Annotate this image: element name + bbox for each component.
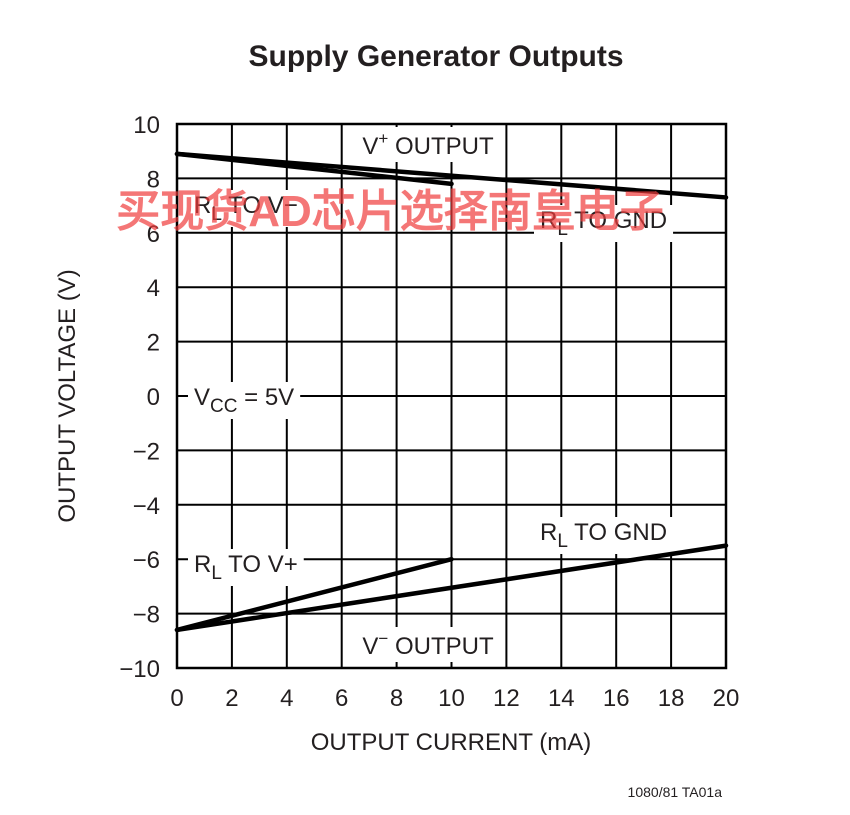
annotation-sup: − [378, 629, 388, 648]
y-tick-label: −8 [133, 602, 160, 629]
annotation-background [356, 127, 500, 162]
annotation: RL TO GND [534, 517, 674, 554]
y-tick-label: 8 [147, 166, 160, 193]
annotation: RL TO V− [188, 190, 304, 227]
x-axis-label: OUTPUT CURRENT (mA) [311, 729, 591, 756]
annotation-rest: = 5V [237, 384, 294, 411]
annotation-sup: + [378, 129, 388, 148]
y-tick-label: 4 [147, 275, 160, 302]
annotation-rest: TO GND [568, 207, 667, 234]
annotation-sub: L [557, 219, 568, 240]
annotation-background [188, 382, 301, 419]
annotation-rest: OUTPUT [388, 133, 494, 160]
annotation-background [188, 190, 304, 227]
series-line [174, 543, 729, 633]
annotation-base: V [362, 133, 378, 160]
annotation-rest: TO V− [222, 192, 298, 219]
watermark: 买现货AD芯片选择南皇电子 [116, 187, 664, 236]
footnote: 1080/81 TA01a [628, 784, 723, 800]
annotation: RL TO GND [534, 205, 674, 242]
y-tick-label: 0 [147, 384, 160, 411]
annotation-rest: TO V+ [222, 551, 298, 578]
x-tick-label: 8 [390, 685, 403, 712]
plot-frame [175, 122, 728, 670]
annotation-text: RL TO GND [540, 207, 667, 240]
x-tick-label: 2 [225, 685, 238, 712]
x-tick-label: 16 [603, 685, 630, 712]
series-line [174, 151, 454, 187]
x-tick-label: 18 [658, 685, 685, 712]
y-tick-label: 6 [147, 221, 160, 248]
x-tick-label: 12 [493, 685, 520, 712]
annotation-rest: OUTPUT [388, 633, 494, 660]
annotation-base: V [362, 633, 378, 660]
series-line [174, 151, 729, 200]
x-tick-label: 6 [335, 685, 348, 712]
annotation-sub: L [557, 531, 568, 552]
annotation-text: RL TO V+ [194, 551, 298, 584]
annotation: VCC = 5V [188, 382, 301, 419]
annotation-background [534, 205, 674, 242]
annotation-rest: TO GND [568, 519, 667, 546]
x-tick-label: 0 [170, 685, 183, 712]
annotation-text: VCC = 5V [194, 384, 294, 417]
annotation-background [356, 627, 500, 662]
y-tick-label: −6 [133, 547, 160, 574]
x-tick-label: 4 [280, 685, 293, 712]
annotation-text: V− OUTPUT [362, 629, 494, 660]
annotation: V− OUTPUT [356, 627, 500, 662]
y-tick-label: 2 [147, 330, 160, 357]
x-tick-label: 10 [438, 685, 465, 712]
annotation: V+ OUTPUT [356, 127, 500, 162]
annotation-sub: CC [210, 396, 237, 417]
annotation-sub: L [211, 204, 222, 225]
annotation-background [534, 517, 674, 554]
x-tick-label: 20 [713, 685, 740, 712]
annotation-sub: L [211, 563, 222, 584]
annotation-base: R [194, 192, 211, 219]
annotation-text: RL TO V− [194, 192, 298, 225]
chart-title: Supply Generator Outputs [248, 40, 623, 73]
y-tick-label: −10 [119, 656, 160, 683]
y-tick-label: −4 [133, 493, 160, 520]
annotation-text: RL TO GND [540, 519, 667, 552]
annotation-background [188, 549, 304, 586]
annotation-base: V [194, 384, 210, 411]
annotation-base: R [540, 207, 557, 234]
y-axis-label: OUTPUT VOLTAGE (V) [54, 269, 81, 522]
annotation-base: R [194, 551, 211, 578]
annotation: RL TO V+ [188, 549, 304, 586]
annotation-base: R [540, 519, 557, 546]
x-tick-label: 14 [548, 685, 575, 712]
y-tick-label: 10 [133, 112, 160, 139]
y-tick-label: −2 [133, 438, 160, 465]
series-line [174, 556, 454, 633]
annotation-text: V+ OUTPUT [362, 129, 494, 160]
